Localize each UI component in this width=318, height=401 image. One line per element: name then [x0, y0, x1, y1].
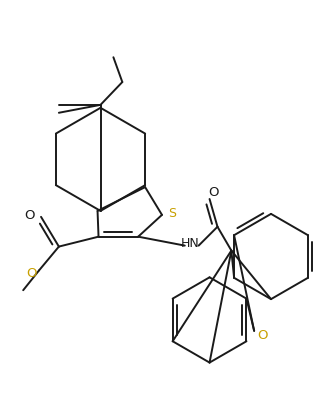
Text: O: O [208, 185, 219, 198]
Text: HN: HN [180, 237, 199, 249]
Text: O: O [26, 266, 36, 279]
Text: O: O [257, 328, 267, 342]
Text: S: S [168, 207, 176, 220]
Text: O: O [24, 209, 34, 222]
